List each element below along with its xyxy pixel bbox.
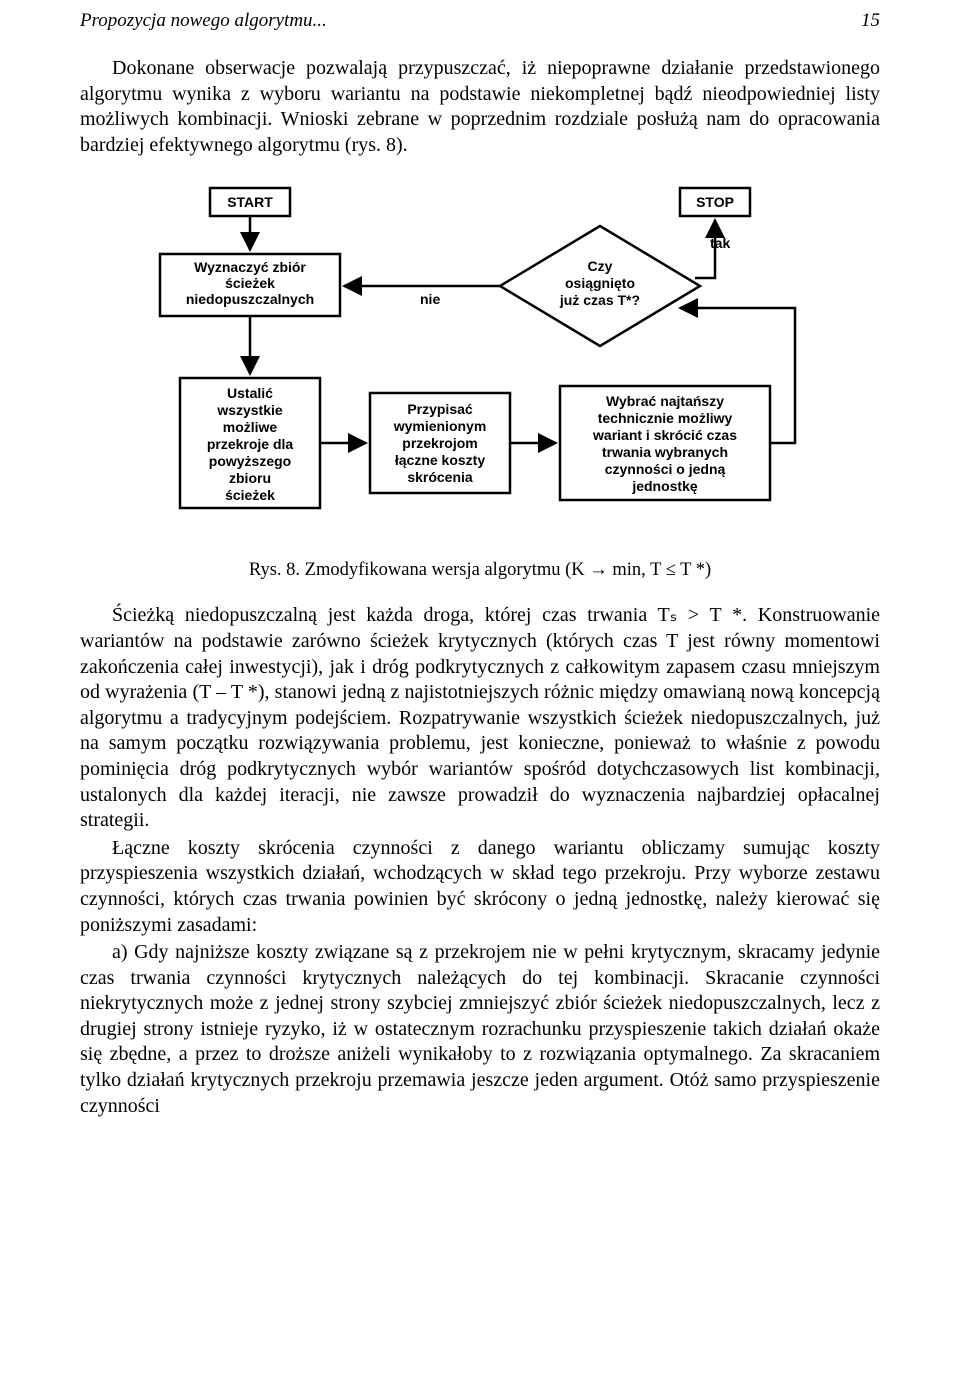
flowchart-label-wybrac-l5: czynności o jedną — [605, 461, 726, 477]
flowchart-label-wybrac-l2: technicznie możliwy — [598, 410, 733, 426]
flowchart-label-ustalic-l7: ścieżek — [225, 487, 275, 503]
page-header: Propozycja nowego algorytmu... 15 — [80, 10, 880, 32]
page: Propozycja nowego algorytmu... 15 Dokona… — [0, 0, 960, 1151]
flowchart-label-decision-l2: osiągnięto — [565, 275, 635, 291]
flowchart-node-wybrac: Wybrać najtańszy technicznie możliwy war… — [560, 386, 770, 500]
intro-text: Dokonane obserwacje pozwalają przypuszcz… — [80, 56, 880, 158]
flowchart-label-wybrac-l3: wariant i skrócić czas — [592, 427, 737, 443]
flowchart-label-przypisac-l1: Przypisać — [407, 401, 473, 417]
flowchart-figure: START STOP Wyznaczyć zbiór ścieżek niedo… — [80, 178, 880, 548]
flowchart-node-decision: Czy osiągnięto już czas T*? — [500, 226, 700, 346]
body-paragraphs: Ścieżką niedopuszczalną jest każda droga… — [80, 603, 880, 1119]
flowchart-label-wybrac-l6: jednostkę — [631, 478, 698, 494]
flowchart-svg: START STOP Wyznaczyć zbiór ścieżek niedo… — [140, 178, 820, 548]
flowchart-label-przypisac-l2: wymienionym — [393, 418, 487, 434]
flowchart-node-stop: STOP — [680, 188, 750, 216]
flowchart-label-stop: STOP — [696, 194, 734, 210]
flowchart-edge-label-tak: tak — [710, 235, 730, 251]
flowchart-label-decision-l3: już czas T*? — [559, 292, 640, 308]
flowchart-label-wyznacz-l1: Wyznaczyć zbiór — [194, 259, 306, 275]
flowchart-node-start: START — [210, 188, 290, 216]
running-title: Propozycja nowego algorytmu... — [80, 10, 327, 32]
figure-caption: Rys. 8. Zmodyfikowana wersja algorytmu (… — [80, 560, 880, 581]
flowchart-node-przypisac: Przypisać wymienionym przekrojom łączne … — [370, 393, 510, 493]
flowchart-label-decision-l1: Czy — [588, 258, 613, 274]
flowchart-label-wyznacz-l2: ścieżek — [225, 275, 275, 291]
flowchart-label-ustalic-l1: Ustalić — [227, 385, 273, 401]
flowchart-label-ustalic-l5: powyższego — [209, 453, 291, 469]
flowchart-label-przypisac-l4: łączne koszty — [395, 452, 485, 468]
paragraph-3: a) Gdy najniższe koszty związane są z pr… — [80, 940, 880, 1119]
caption-text: Zmodyfikowana wersja algorytmu (K → min,… — [305, 560, 711, 580]
flowchart-label-start: START — [227, 194, 273, 210]
paragraph-1: Ścieżką niedopuszczalną jest każda droga… — [80, 603, 880, 833]
flowchart-node-ustalic: Ustalić wszystkie możliwe przekroje dla … — [180, 378, 320, 508]
flowchart-node-wyznacz: Wyznaczyć zbiór ścieżek niedopuszczalnyc… — [160, 254, 340, 316]
flowchart-label-ustalic-l2: wszystkie — [216, 402, 283, 418]
intro-paragraph: Dokonane obserwacje pozwalają przypuszcz… — [80, 56, 880, 158]
flowchart-edge-label-nie: nie — [420, 291, 440, 307]
flowchart-label-przypisac-l5: skrócenia — [407, 469, 473, 485]
flowchart-label-ustalic-l4: przekroje dla — [207, 436, 294, 452]
caption-prefix: Rys. 8. — [249, 560, 305, 580]
flowchart-label-wybrac-l1: Wybrać najtańszy — [606, 393, 724, 409]
flowchart-label-ustalic-l6: zbioru — [229, 470, 271, 486]
flowchart-label-ustalic-l3: możliwe — [223, 419, 278, 435]
flowchart-label-przypisac-l3: przekrojom — [402, 435, 477, 451]
flowchart-label-wyznacz-l3: niedopuszczalnych — [186, 291, 314, 307]
flowchart-label-wybrac-l4: trwania wybranych — [602, 444, 728, 460]
page-number: 15 — [861, 10, 880, 32]
paragraph-2: Łączne koszty skrócenia czynności z dane… — [80, 836, 880, 938]
